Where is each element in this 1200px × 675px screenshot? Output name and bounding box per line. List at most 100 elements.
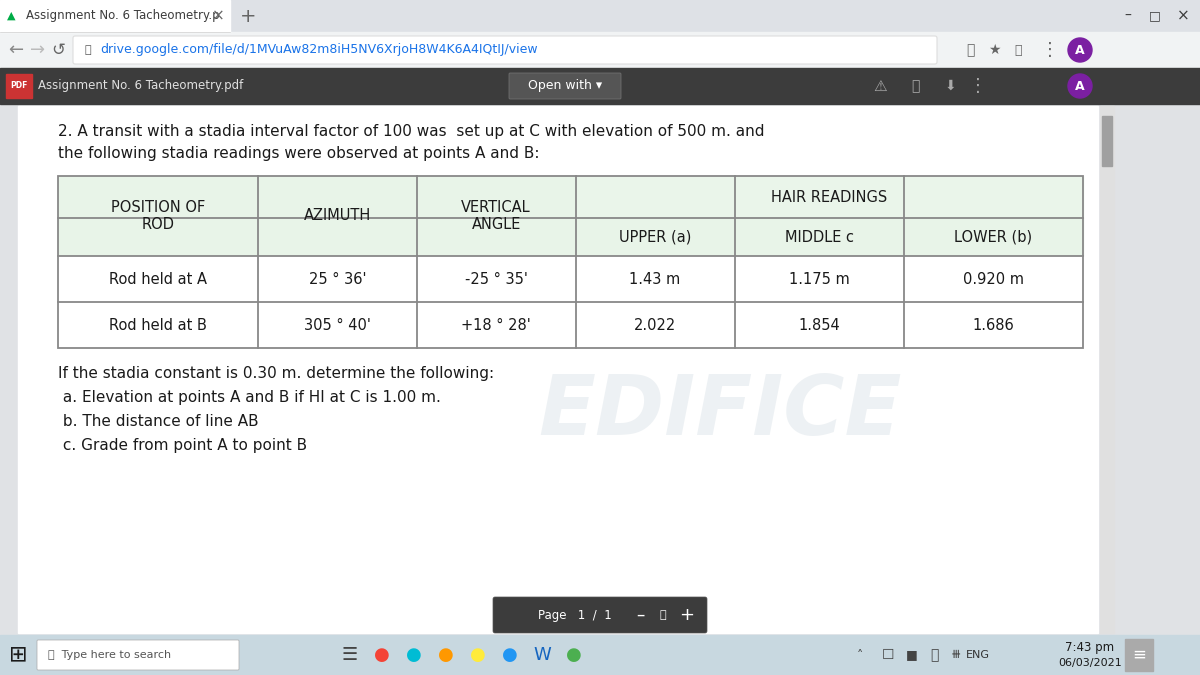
Bar bbox=[1100, 106, 1114, 633]
Text: A: A bbox=[1075, 43, 1085, 57]
Text: ☐: ☐ bbox=[882, 648, 894, 662]
Text: 🔊: 🔊 bbox=[930, 648, 938, 662]
Text: ENG: ENG bbox=[966, 650, 990, 660]
Bar bbox=[576, 218, 734, 256]
Text: ↺: ↺ bbox=[52, 41, 65, 59]
Text: –: – bbox=[636, 606, 644, 624]
Text: 2. A transit with a stadia interval factor of 100 was  set up at C with elevatio: 2. A transit with a stadia interval fact… bbox=[58, 124, 764, 139]
Text: –: – bbox=[1124, 9, 1132, 23]
Text: ●: ● bbox=[438, 646, 454, 664]
Text: Open with ▾: Open with ▾ bbox=[528, 80, 602, 92]
Bar bbox=[416, 176, 576, 256]
Bar bbox=[576, 176, 1084, 218]
Text: 06/03/2021: 06/03/2021 bbox=[1058, 658, 1122, 668]
Bar bbox=[6, 74, 32, 98]
Text: MIDDLE c: MIDDLE c bbox=[785, 230, 853, 244]
Text: ⊞: ⊞ bbox=[8, 645, 28, 665]
Bar bbox=[904, 218, 1084, 256]
Text: □: □ bbox=[1150, 9, 1160, 22]
Text: AZIMUTH: AZIMUTH bbox=[304, 209, 371, 223]
Bar bbox=[18, 106, 1098, 633]
Text: PDF: PDF bbox=[11, 82, 28, 90]
Text: ←: ← bbox=[8, 41, 24, 59]
Text: If the stadia constant is 0.30 m. determine the following:: If the stadia constant is 0.30 m. determ… bbox=[58, 366, 494, 381]
Text: 1.686: 1.686 bbox=[972, 317, 1014, 333]
Text: 🔍: 🔍 bbox=[660, 610, 666, 620]
Text: W: W bbox=[533, 646, 551, 664]
FancyBboxPatch shape bbox=[493, 597, 707, 633]
Text: 25 ° 36': 25 ° 36' bbox=[308, 271, 366, 286]
Text: drive.google.com/file/d/1MVuAw82m8iH5NV6XrjoH8W4K6A4IQtIJ/view: drive.google.com/file/d/1MVuAw82m8iH5NV6… bbox=[100, 43, 538, 57]
Bar bbox=[1102, 116, 1112, 166]
Text: b. The distance of line AB: b. The distance of line AB bbox=[58, 414, 259, 429]
Bar bbox=[0, 0, 230, 32]
Bar bbox=[734, 218, 904, 256]
Text: ⬇: ⬇ bbox=[944, 79, 956, 93]
Text: +18 ° 28': +18 ° 28' bbox=[461, 317, 532, 333]
Text: 1.43 m: 1.43 m bbox=[630, 271, 680, 286]
Text: c. Grade from point A to point B: c. Grade from point A to point B bbox=[58, 438, 307, 453]
Text: ●: ● bbox=[406, 646, 422, 664]
Bar bbox=[0, 32, 1200, 68]
Text: ★: ★ bbox=[988, 43, 1001, 57]
Bar bbox=[1126, 639, 1153, 671]
Text: ■: ■ bbox=[906, 649, 918, 662]
Text: Page   1  /  1: Page 1 / 1 bbox=[538, 608, 612, 622]
Text: 🔒: 🔒 bbox=[85, 45, 91, 55]
Bar bbox=[58, 176, 1084, 348]
Text: 7:43 pm: 7:43 pm bbox=[1066, 641, 1115, 653]
Text: VERTICAL
ANGLE: VERTICAL ANGLE bbox=[461, 200, 530, 232]
Circle shape bbox=[1068, 74, 1092, 98]
Bar bbox=[58, 256, 1084, 302]
Text: →: → bbox=[30, 41, 46, 59]
Text: EDIFICE: EDIFICE bbox=[539, 371, 901, 452]
Text: ●: ● bbox=[502, 646, 518, 664]
Text: Rod held at A: Rod held at A bbox=[109, 271, 206, 286]
Bar bbox=[258, 176, 416, 256]
Text: ⋮: ⋮ bbox=[970, 77, 986, 95]
Text: ×: × bbox=[211, 9, 224, 24]
Bar bbox=[0, 104, 1200, 635]
Bar bbox=[0, 635, 1200, 675]
Bar bbox=[0, 68, 1200, 104]
Text: HAIR READINGS: HAIR READINGS bbox=[772, 190, 888, 205]
Text: ●: ● bbox=[470, 646, 486, 664]
Text: 🔍: 🔍 bbox=[966, 43, 974, 57]
Bar bbox=[58, 302, 1084, 348]
Text: ˄: ˄ bbox=[857, 649, 863, 662]
Text: 1.175 m: 1.175 m bbox=[788, 271, 850, 286]
Text: ⭐: ⭐ bbox=[1014, 43, 1021, 57]
Text: ▲: ▲ bbox=[7, 11, 16, 21]
Text: 0.920 m: 0.920 m bbox=[962, 271, 1024, 286]
Text: 1.854: 1.854 bbox=[798, 317, 840, 333]
Text: ●: ● bbox=[566, 646, 582, 664]
Text: ☰: ☰ bbox=[342, 646, 358, 664]
Text: 305 ° 40': 305 ° 40' bbox=[304, 317, 371, 333]
Text: ⚠: ⚠ bbox=[874, 78, 887, 94]
Text: ⋮: ⋮ bbox=[1042, 41, 1060, 59]
FancyBboxPatch shape bbox=[73, 36, 937, 64]
Text: ×: × bbox=[1177, 9, 1189, 24]
Text: ≡: ≡ bbox=[1132, 646, 1146, 664]
Text: Rod held at B: Rod held at B bbox=[109, 317, 206, 333]
Text: 2.022: 2.022 bbox=[634, 317, 676, 333]
FancyBboxPatch shape bbox=[37, 640, 239, 670]
FancyBboxPatch shape bbox=[509, 73, 622, 99]
Text: ⧻: ⧻ bbox=[950, 649, 961, 662]
Text: ●: ● bbox=[374, 646, 390, 664]
Bar bbox=[0, 0, 1200, 32]
Text: a. Elevation at points A and B if HI at C is 1.00 m.: a. Elevation at points A and B if HI at … bbox=[58, 390, 440, 405]
Text: 🖶: 🖶 bbox=[911, 79, 919, 93]
Text: -25 ° 35': -25 ° 35' bbox=[464, 271, 528, 286]
Text: UPPER (a): UPPER (a) bbox=[619, 230, 691, 244]
Text: +: + bbox=[240, 7, 257, 26]
Text: Assignment No. 6 Tacheometry.p: Assignment No. 6 Tacheometry.p bbox=[26, 9, 220, 22]
Bar bbox=[58, 176, 258, 256]
Text: A: A bbox=[1075, 80, 1085, 92]
Text: LOWER (b): LOWER (b) bbox=[954, 230, 1032, 244]
Circle shape bbox=[1068, 38, 1092, 62]
Text: POSITION OF
ROD: POSITION OF ROD bbox=[110, 200, 205, 232]
Text: +: + bbox=[679, 606, 695, 624]
Text: Assignment No. 6 Tacheometry.pdf: Assignment No. 6 Tacheometry.pdf bbox=[38, 80, 244, 92]
Text: the following stadia readings were observed at points A and B:: the following stadia readings were obser… bbox=[58, 146, 540, 161]
